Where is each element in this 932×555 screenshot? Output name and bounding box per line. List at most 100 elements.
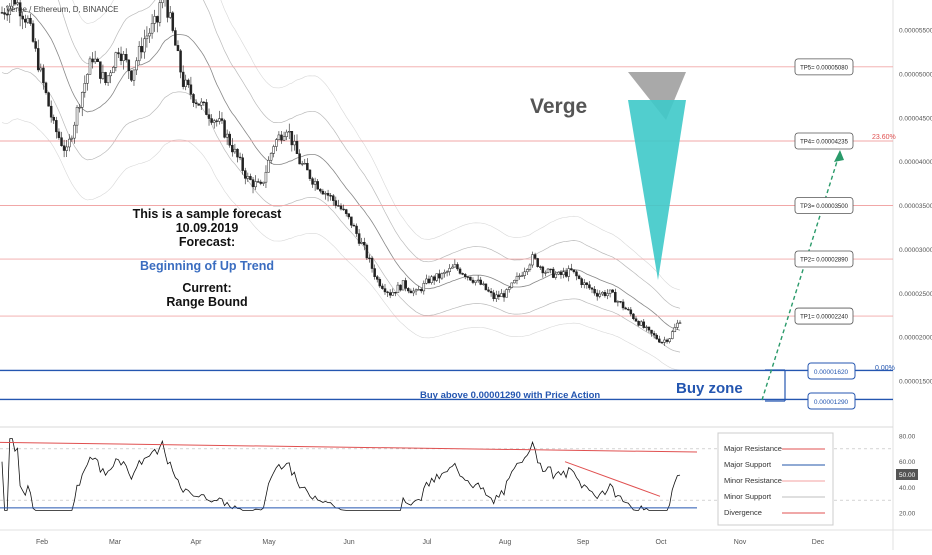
candle-body	[316, 181, 319, 190]
candle-body	[259, 181, 263, 184]
time-tick-label: Nov	[734, 539, 747, 546]
candle-body	[396, 284, 400, 293]
candle-body	[93, 58, 97, 63]
candle-body	[306, 162, 309, 171]
candle-body	[502, 293, 506, 298]
candle-body	[526, 269, 529, 273]
candle-body	[174, 30, 177, 46]
candle-body	[189, 84, 193, 95]
candle-body	[308, 169, 312, 179]
candle-body	[104, 72, 107, 83]
time-tick-label: Jul	[423, 539, 432, 546]
candle-body	[109, 72, 112, 77]
support-box-2	[807, 392, 856, 410]
candle-body	[619, 301, 622, 303]
candle-body	[75, 107, 79, 126]
candle-body	[202, 101, 206, 104]
candle-body	[611, 289, 614, 293]
candle-body	[507, 287, 511, 290]
candle-body	[484, 283, 488, 291]
candle-body	[523, 271, 526, 276]
candle-body	[68, 138, 71, 148]
candle-body	[658, 338, 661, 343]
candle-body	[634, 318, 638, 322]
candle-body	[621, 301, 625, 309]
candle-body	[378, 279, 382, 287]
candle-body	[544, 272, 547, 274]
band-upper	[57, 0, 681, 309]
candle-body	[572, 269, 576, 273]
candle-body	[469, 276, 472, 281]
price-tick-label: 0.00001500	[899, 379, 932, 386]
price-tick-label: 0.00005000	[899, 71, 932, 78]
candle-body	[339, 205, 343, 210]
candle-body	[114, 52, 118, 68]
rsi-divergence-line	[564, 461, 661, 497]
candle-body	[303, 162, 307, 165]
candle-body	[26, 18, 30, 23]
candle-body	[0, 12, 4, 14]
candle-body	[668, 338, 671, 342]
candle-body	[492, 292, 495, 299]
tp-label-4: TP4= 0.00004235	[800, 140, 849, 146]
candle-body	[642, 321, 646, 328]
candle-body	[476, 279, 480, 282]
candle-body	[277, 134, 281, 140]
candle-body	[331, 195, 335, 201]
time-tick-label: May	[262, 539, 276, 546]
rsi-tick-label: 40.00	[899, 485, 916, 492]
band-outer-lower	[1, 118, 681, 371]
candle-body	[601, 292, 604, 295]
chart-title: Verge	[530, 95, 587, 118]
candle-body	[575, 271, 578, 277]
tp-box-2	[794, 250, 854, 268]
candle-body	[112, 67, 115, 74]
band-lower	[1, 67, 681, 353]
candle-body	[238, 156, 242, 159]
candle-body	[135, 60, 138, 71]
candle-body	[83, 83, 87, 93]
candle-body	[78, 107, 81, 109]
candle-body	[324, 193, 327, 195]
candle-body	[458, 268, 462, 274]
candle-body	[520, 275, 524, 277]
forecast-date: 10.09.2019	[175, 221, 239, 235]
tp-box-1	[794, 307, 854, 325]
candle-body	[453, 264, 457, 268]
rsi-line	[1, 438, 681, 511]
candle-body	[583, 282, 586, 285]
candle-body	[665, 339, 669, 342]
teal-triangle	[628, 100, 686, 280]
candle-body	[5, 14, 9, 16]
candle-body	[466, 276, 470, 278]
candle-body	[474, 280, 477, 283]
candle-body	[585, 282, 589, 285]
candle-body	[461, 273, 464, 275]
candle-body	[321, 190, 325, 195]
tp-label-1: TP1= 0.00002240	[800, 315, 849, 321]
candle-body	[482, 283, 485, 285]
candle-body	[427, 278, 431, 283]
candle-body	[249, 176, 252, 180]
candle-body	[210, 118, 213, 123]
candle-body	[518, 275, 521, 277]
legend: Major Resistance Major Support Minor Res…	[717, 432, 834, 526]
candle-body	[70, 137, 74, 140]
candle-body	[228, 133, 231, 146]
candle-body	[282, 136, 286, 141]
candle-body	[192, 94, 195, 103]
candle-body	[432, 276, 436, 281]
candle-body	[370, 257, 374, 269]
candle-body	[593, 288, 596, 294]
candle-body	[256, 181, 260, 183]
candle-body	[660, 341, 664, 344]
candle-body	[326, 193, 330, 196]
band-middle	[1, 7, 681, 331]
candle-body	[124, 54, 128, 61]
candle-body	[55, 120, 58, 133]
candle-body	[422, 283, 426, 292]
candle-body	[557, 271, 560, 275]
candle-body	[678, 322, 682, 324]
